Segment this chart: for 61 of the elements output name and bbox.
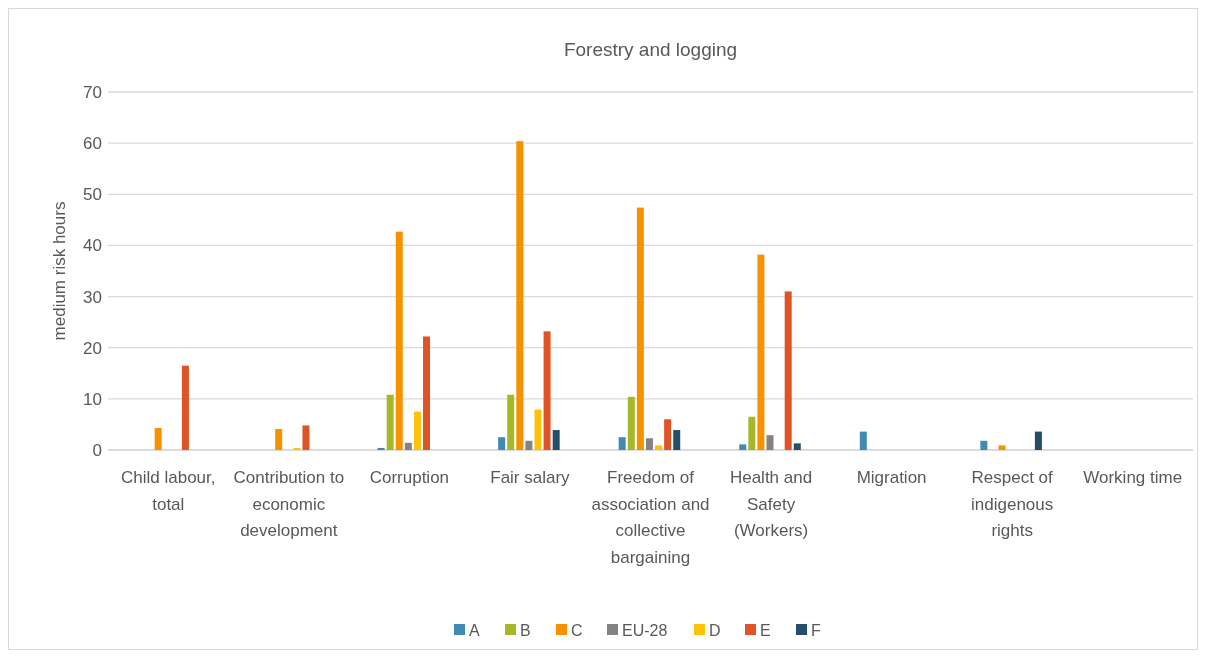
chart-title: Forestry and logging [563, 39, 738, 60]
bar [423, 336, 431, 450]
bar [859, 431, 867, 450]
bar [627, 396, 635, 450]
y-tick-label: 60 [83, 134, 102, 154]
bar [1034, 431, 1042, 450]
bar [645, 438, 653, 450]
bar [543, 331, 551, 450]
bar [766, 435, 774, 450]
x-tick-label: Health and Safety (Workers) [729, 468, 813, 540]
legend-label: A [469, 622, 480, 639]
bar [181, 365, 189, 450]
bar [293, 447, 301, 450]
legend-label: EU-28 [622, 622, 668, 639]
bar [498, 437, 506, 450]
x-tick-label: Corruption [369, 468, 450, 487]
bar [793, 443, 801, 450]
x-tick-label: Respect of indigenous rights [971, 468, 1054, 540]
bar [655, 445, 663, 450]
bar [636, 207, 644, 450]
bar [154, 428, 162, 450]
legend-label: D [709, 622, 721, 639]
bar [386, 394, 394, 450]
y-tick-label: 10 [83, 389, 102, 409]
legend-label: B [520, 622, 531, 639]
x-tick-label: Contribution to economic development [233, 468, 345, 540]
y-tick-label: 50 [83, 185, 102, 205]
x-tick-label: Fair salary [490, 468, 571, 487]
bar [395, 231, 403, 450]
y-tick-label: 20 [83, 338, 102, 358]
bar [507, 394, 515, 450]
bar [413, 411, 421, 450]
bar [618, 437, 626, 450]
x-tick-label: Working time [1083, 468, 1183, 487]
bar [377, 447, 385, 450]
y-axis-title: medium risk hours [50, 201, 69, 341]
bar [525, 440, 533, 450]
legend-label: F [811, 622, 821, 639]
x-tick-label: Child labour, total [121, 468, 216, 514]
legend-label: C [571, 622, 583, 639]
x-tick-label: Migration [856, 468, 927, 487]
bar [302, 425, 310, 450]
bar [673, 430, 681, 450]
y-tick-label: 40 [83, 236, 102, 256]
y-tick-label: 0 [92, 441, 102, 460]
bar [534, 409, 542, 450]
bar [664, 419, 672, 450]
bar [998, 445, 1006, 450]
legend-label: E [760, 622, 771, 639]
y-tick-label: 70 [83, 83, 102, 102]
bar [757, 254, 765, 450]
bar [516, 141, 524, 450]
bar [784, 291, 792, 450]
bar [748, 416, 756, 450]
bar [552, 430, 560, 450]
bar [739, 444, 747, 450]
bar [404, 442, 412, 450]
y-tick-label: 30 [83, 287, 102, 307]
x-tick-label: Freedom of association and collective bargaining [591, 468, 710, 567]
bar [275, 429, 283, 450]
bar [980, 440, 988, 450]
